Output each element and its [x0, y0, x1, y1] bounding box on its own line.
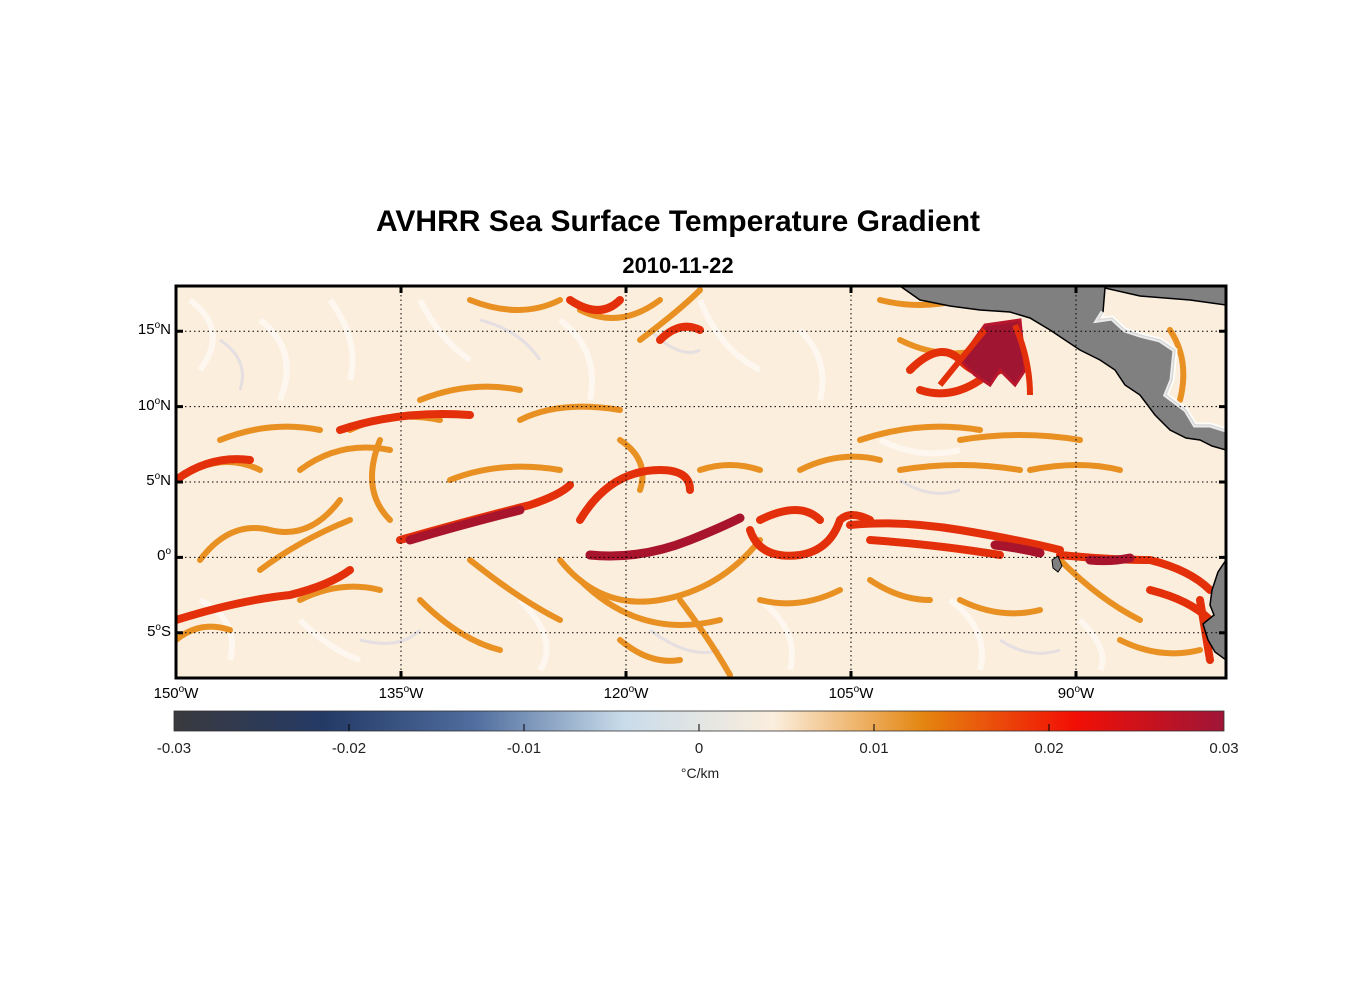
latitude-tick-label: 0o [157, 546, 171, 565]
figure-subtitle: 2010-11-22 [622, 253, 734, 278]
longitude-tick-label: 120oW [603, 684, 649, 702]
coastal-upwelling-core [958, 318, 1027, 388]
colorbar-ticks [348, 724, 1050, 731]
map-frame-ticks [174, 286, 1226, 678]
figure-title: AVHRR Sea Surface Temperature Gradient [375, 205, 981, 238]
colorbar-tick-label: 0 [694, 740, 704, 757]
longitude-tick-label: 150oW [153, 684, 199, 702]
latitude-tick-label: 15oN [137, 320, 171, 339]
latitude-tick-label: 5oS [147, 621, 171, 640]
central-america-coast-halo [1093, 310, 1226, 433]
sst-fronts-core [405, 505, 1135, 566]
colorbar-tick-label: 0.03 [1209, 740, 1239, 757]
longitude-tick-label: 90oW [1057, 684, 1095, 702]
colorbar-tick-label: -0.01 [506, 740, 542, 757]
colorbar-tick-label: -0.03 [156, 740, 192, 757]
longitude-tick-label: 105oW [828, 684, 874, 702]
galapagos-islands [1051, 555, 1063, 573]
colorbar-tick-label: 0.01 [859, 740, 889, 757]
latitude-tick-label: 5oN [146, 471, 171, 489]
sst-gradient-texture [188, 297, 1106, 672]
colorbar-tick-label: -0.02 [331, 740, 367, 757]
colorbar-tick-label: 0.02 [1034, 740, 1064, 757]
longitude-tick-label: 135oW [378, 684, 424, 702]
latitude-tick-label: 10oN [137, 395, 171, 414]
colorbar-unit-label: °C/km [680, 765, 720, 781]
south-america-landmass [1202, 558, 1226, 661]
